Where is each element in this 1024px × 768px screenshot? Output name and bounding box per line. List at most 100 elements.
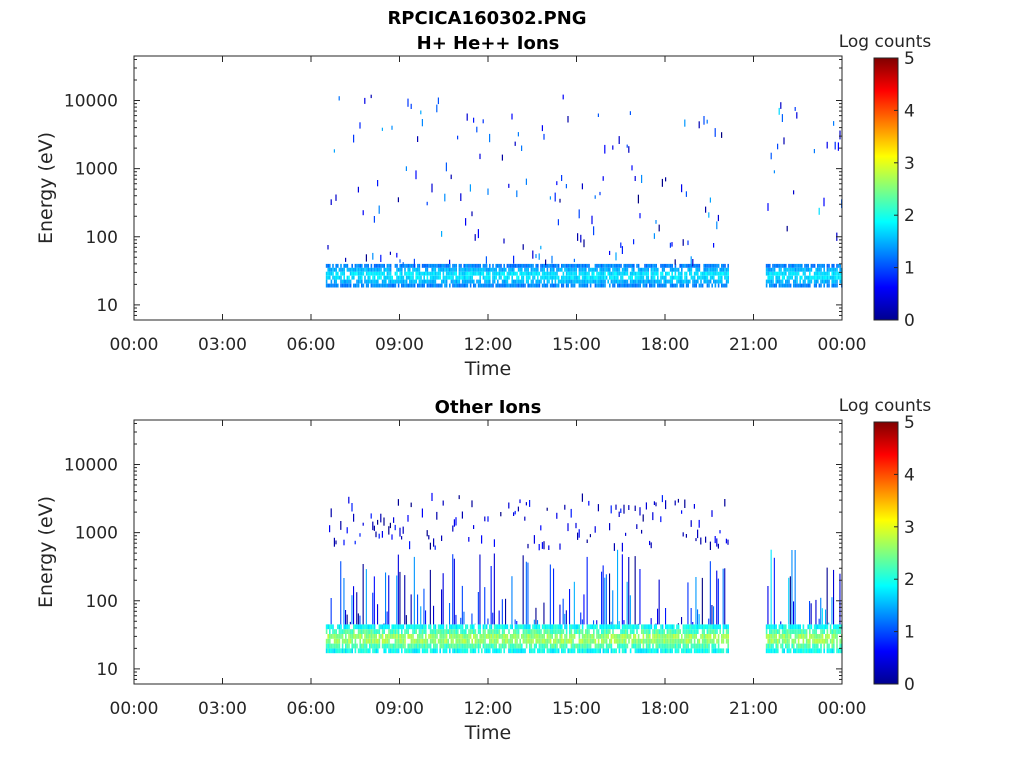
- cell: [341, 283, 344, 288]
- cell: [385, 267, 387, 272]
- data-band-1: [765, 263, 843, 288]
- cell: [421, 279, 424, 284]
- cell: [809, 283, 811, 288]
- cell: [661, 624, 664, 630]
- cell: [818, 263, 821, 268]
- cell: [433, 638, 435, 644]
- cell: [397, 499, 399, 506]
- cell: [677, 498, 679, 503]
- cell: [706, 275, 709, 280]
- cell: [836, 275, 838, 280]
- cell: [442, 624, 445, 630]
- cell: [498, 271, 501, 276]
- cell: [813, 648, 816, 654]
- cell: [637, 648, 640, 654]
- cell: [770, 638, 773, 644]
- cell: [669, 242, 671, 248]
- cell: [649, 634, 651, 639]
- cell: [623, 267, 625, 272]
- cell: [625, 643, 627, 649]
- cell: [559, 638, 561, 644]
- cell: [461, 624, 464, 630]
- cell: [521, 643, 523, 649]
- cell: [676, 624, 678, 630]
- cell: [799, 283, 801, 288]
- cell: [647, 624, 649, 630]
- cell: [722, 629, 725, 634]
- cell: [389, 634, 392, 639]
- cell: [378, 533, 380, 539]
- cell: [620, 275, 622, 280]
- cell: [727, 539, 729, 545]
- cell: [647, 279, 649, 284]
- cell: [431, 283, 433, 288]
- cell: [402, 624, 405, 630]
- cell: [773, 638, 776, 644]
- cell: [465, 279, 467, 284]
- cell: [596, 283, 598, 288]
- cell: [541, 638, 544, 644]
- cell: [380, 263, 382, 268]
- cell: [725, 624, 728, 630]
- cell: [780, 267, 782, 272]
- cell: [345, 257, 347, 262]
- cell: [541, 634, 544, 639]
- cell: [460, 267, 462, 272]
- cell: [834, 267, 837, 272]
- cell: [625, 279, 627, 284]
- cell: [633, 638, 635, 644]
- cell: [703, 648, 705, 654]
- cell: [386, 638, 389, 644]
- cell: [410, 638, 413, 644]
- cell: [417, 638, 419, 644]
- cell: [466, 634, 469, 639]
- cell: [421, 263, 424, 268]
- cell: [714, 624, 717, 630]
- cell: [810, 634, 813, 639]
- cell: [660, 624, 662, 630]
- cell: [828, 622, 830, 625]
- cell: [833, 121, 835, 126]
- cell: [517, 267, 520, 272]
- cell: [642, 634, 645, 639]
- cell: [788, 624, 790, 630]
- cell: [399, 638, 401, 644]
- cell: [629, 263, 632, 268]
- data-band-3: [767, 102, 843, 241]
- cell: [532, 263, 534, 268]
- cell: [791, 263, 793, 268]
- cell: [570, 648, 573, 654]
- cell: [362, 629, 365, 634]
- cell: [404, 279, 406, 284]
- cell: [473, 263, 475, 268]
- cell: [455, 629, 457, 634]
- cell: [778, 275, 781, 280]
- cell: [396, 643, 398, 649]
- cell: [503, 238, 505, 244]
- cell: [425, 610, 427, 625]
- cell: [837, 142, 839, 151]
- cell: [412, 624, 414, 630]
- cell: [561, 624, 563, 630]
- cell: [709, 197, 711, 203]
- cell: [693, 283, 696, 288]
- x-tick-label: 21:00: [729, 699, 778, 719]
- cell: [458, 271, 461, 276]
- cell: [383, 263, 385, 268]
- cell: [810, 603, 812, 625]
- cell: [546, 279, 549, 284]
- cell: [396, 271, 398, 276]
- cell: [789, 629, 792, 634]
- cell: [621, 634, 624, 639]
- cell: [698, 263, 701, 268]
- cell: [461, 629, 464, 634]
- cell: [796, 275, 798, 280]
- cell: [548, 279, 550, 284]
- cell: [783, 263, 785, 268]
- cell: [497, 629, 499, 634]
- cell: [487, 279, 489, 284]
- cell: [717, 643, 720, 649]
- cell: [346, 614, 348, 625]
- cell: [450, 624, 453, 630]
